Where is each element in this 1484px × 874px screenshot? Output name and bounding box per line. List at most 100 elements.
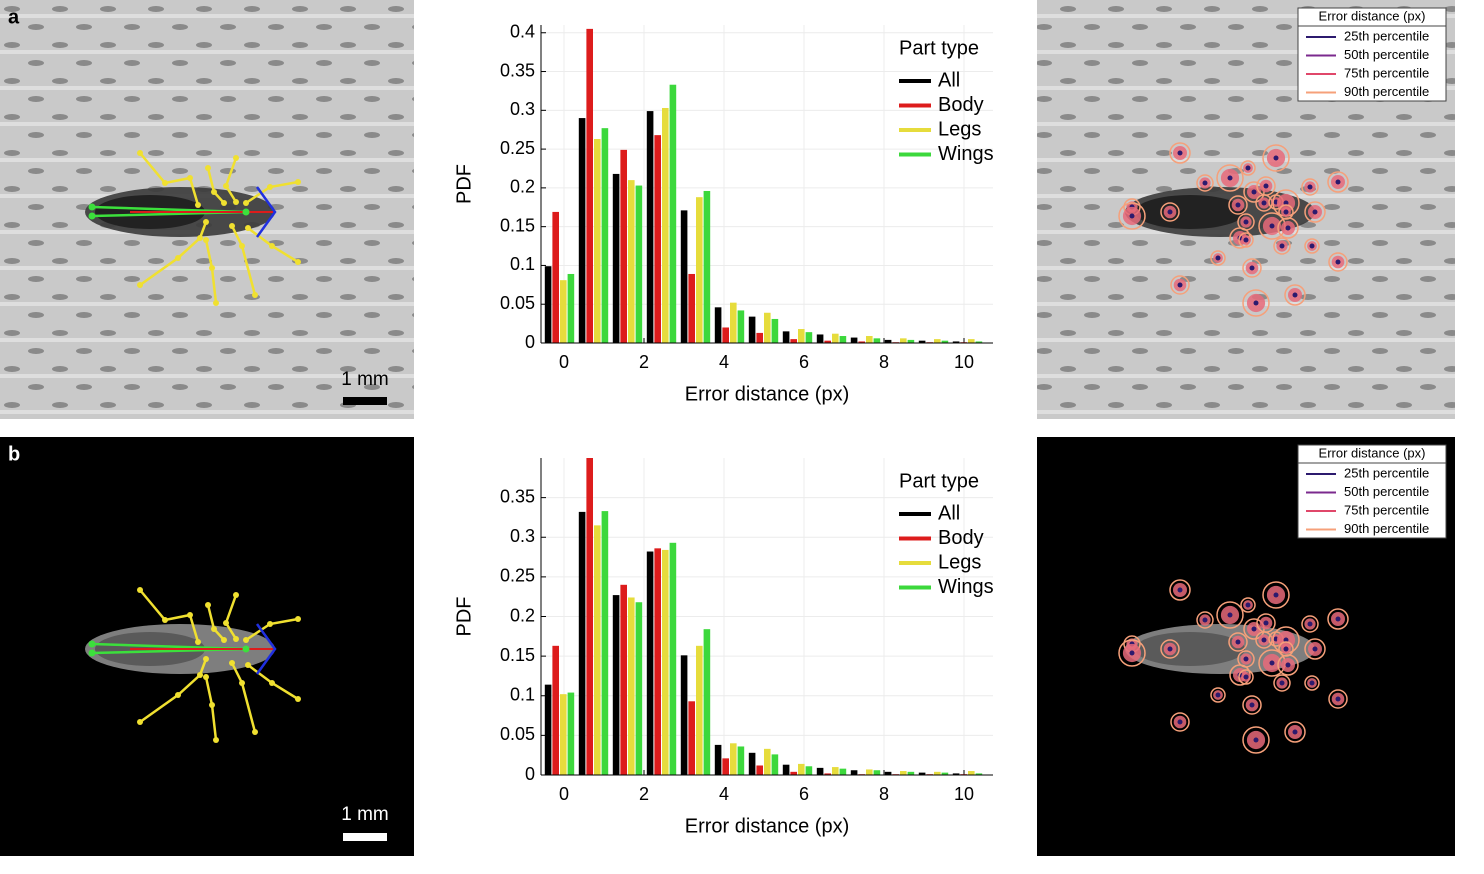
keypoint bbox=[137, 282, 143, 288]
keypoint bbox=[221, 637, 227, 643]
error-circle bbox=[1196, 174, 1214, 192]
keypoint bbox=[233, 199, 239, 205]
bar bbox=[756, 765, 763, 775]
bar bbox=[816, 334, 824, 343]
error-circle bbox=[1215, 692, 1221, 698]
y-tick-label: 0.15 bbox=[500, 215, 535, 235]
error-circle bbox=[1129, 213, 1135, 219]
error-circle bbox=[1328, 252, 1348, 272]
scale-bar bbox=[343, 833, 387, 841]
error-circle bbox=[1242, 258, 1262, 278]
bar bbox=[824, 773, 831, 775]
bar bbox=[703, 190, 711, 343]
error-circle bbox=[1240, 597, 1256, 613]
keypoint bbox=[242, 208, 250, 216]
y-tick-label: 0.3 bbox=[510, 526, 535, 546]
error-circle bbox=[1210, 687, 1226, 703]
x-tick-label: 0 bbox=[559, 352, 569, 372]
legend-label: Legs bbox=[938, 551, 981, 573]
scale-bar-label: 1 mm bbox=[341, 369, 389, 390]
error-circle bbox=[1243, 219, 1249, 225]
error-circle bbox=[1170, 712, 1190, 732]
y-tick-label: 0.25 bbox=[500, 138, 535, 158]
bar bbox=[696, 197, 703, 343]
y-tick-label: 0.05 bbox=[500, 293, 535, 313]
bar bbox=[628, 597, 635, 775]
legend-label: Body bbox=[938, 527, 984, 549]
keypoint bbox=[88, 212, 96, 220]
legend-label: Wings bbox=[938, 143, 994, 165]
error-circle bbox=[1118, 639, 1146, 667]
overlay-legend-label: 50th percentile bbox=[1344, 484, 1429, 499]
keypoint bbox=[175, 255, 181, 261]
keypoint bbox=[243, 637, 249, 643]
error-circle bbox=[1279, 243, 1285, 249]
bar bbox=[900, 338, 907, 343]
skeleton-leg bbox=[139, 221, 208, 287]
error-circle bbox=[1304, 238, 1320, 254]
bar bbox=[952, 773, 960, 775]
bar bbox=[975, 773, 983, 775]
keypoint bbox=[213, 300, 219, 306]
error-circle bbox=[1262, 581, 1290, 609]
error-circle bbox=[1177, 282, 1183, 288]
bar bbox=[748, 316, 756, 343]
error-circle bbox=[1278, 641, 1294, 657]
keypoint bbox=[195, 202, 201, 208]
bar bbox=[620, 149, 627, 343]
error-circle bbox=[1292, 292, 1298, 298]
overlay-legend-label: 75th percentile bbox=[1344, 502, 1429, 517]
y-axis-label: PDF bbox=[453, 597, 475, 637]
keypoint bbox=[137, 150, 143, 156]
error-circle bbox=[1129, 650, 1135, 656]
bar bbox=[722, 758, 729, 775]
error-circle bbox=[1202, 617, 1208, 623]
bar bbox=[560, 280, 567, 343]
y-tick-label: 0.2 bbox=[510, 177, 535, 197]
error-circle bbox=[1304, 675, 1320, 691]
legend-title: Part type bbox=[899, 37, 979, 59]
error-circle bbox=[1269, 223, 1275, 229]
bar bbox=[688, 701, 695, 775]
overlay-legend-label: 25th percentile bbox=[1344, 465, 1429, 480]
bar bbox=[832, 333, 839, 343]
bar bbox=[907, 771, 915, 775]
bar bbox=[816, 767, 824, 775]
bar bbox=[873, 770, 881, 775]
error-circle bbox=[1284, 284, 1306, 306]
bar bbox=[578, 118, 586, 343]
bar bbox=[952, 341, 960, 343]
error-circle bbox=[1216, 164, 1244, 192]
bar bbox=[669, 84, 677, 343]
error-circle bbox=[1245, 602, 1251, 608]
error-circle bbox=[1237, 213, 1255, 231]
keypoint bbox=[267, 184, 273, 190]
bar bbox=[601, 511, 609, 775]
x-axis-label: Error distance (px) bbox=[685, 815, 850, 837]
bar bbox=[866, 769, 873, 775]
bar bbox=[839, 768, 847, 775]
bar bbox=[790, 771, 797, 775]
bar bbox=[544, 266, 552, 343]
y-tick-label: 0 bbox=[525, 332, 535, 352]
keypoint bbox=[175, 692, 181, 698]
error-circle bbox=[1167, 646, 1173, 652]
overlay-legend-label: 25th percentile bbox=[1344, 28, 1429, 43]
error-circle bbox=[1263, 183, 1269, 189]
keypoint bbox=[269, 243, 275, 249]
x-tick-label: 6 bbox=[799, 784, 809, 804]
error-circle bbox=[1312, 209, 1318, 215]
error-circle bbox=[1243, 674, 1249, 680]
bar bbox=[764, 748, 771, 775]
keypoint bbox=[295, 259, 301, 265]
keypoint bbox=[242, 645, 250, 653]
bar bbox=[567, 273, 575, 343]
keypoint bbox=[243, 200, 249, 206]
error-circle bbox=[1309, 680, 1315, 686]
skeleton-leg bbox=[139, 658, 208, 724]
error-circle bbox=[1273, 674, 1291, 692]
bar bbox=[748, 752, 756, 775]
bar bbox=[586, 28, 593, 343]
overlay-legend-label: 90th percentile bbox=[1344, 84, 1429, 99]
keypoint bbox=[197, 672, 203, 678]
